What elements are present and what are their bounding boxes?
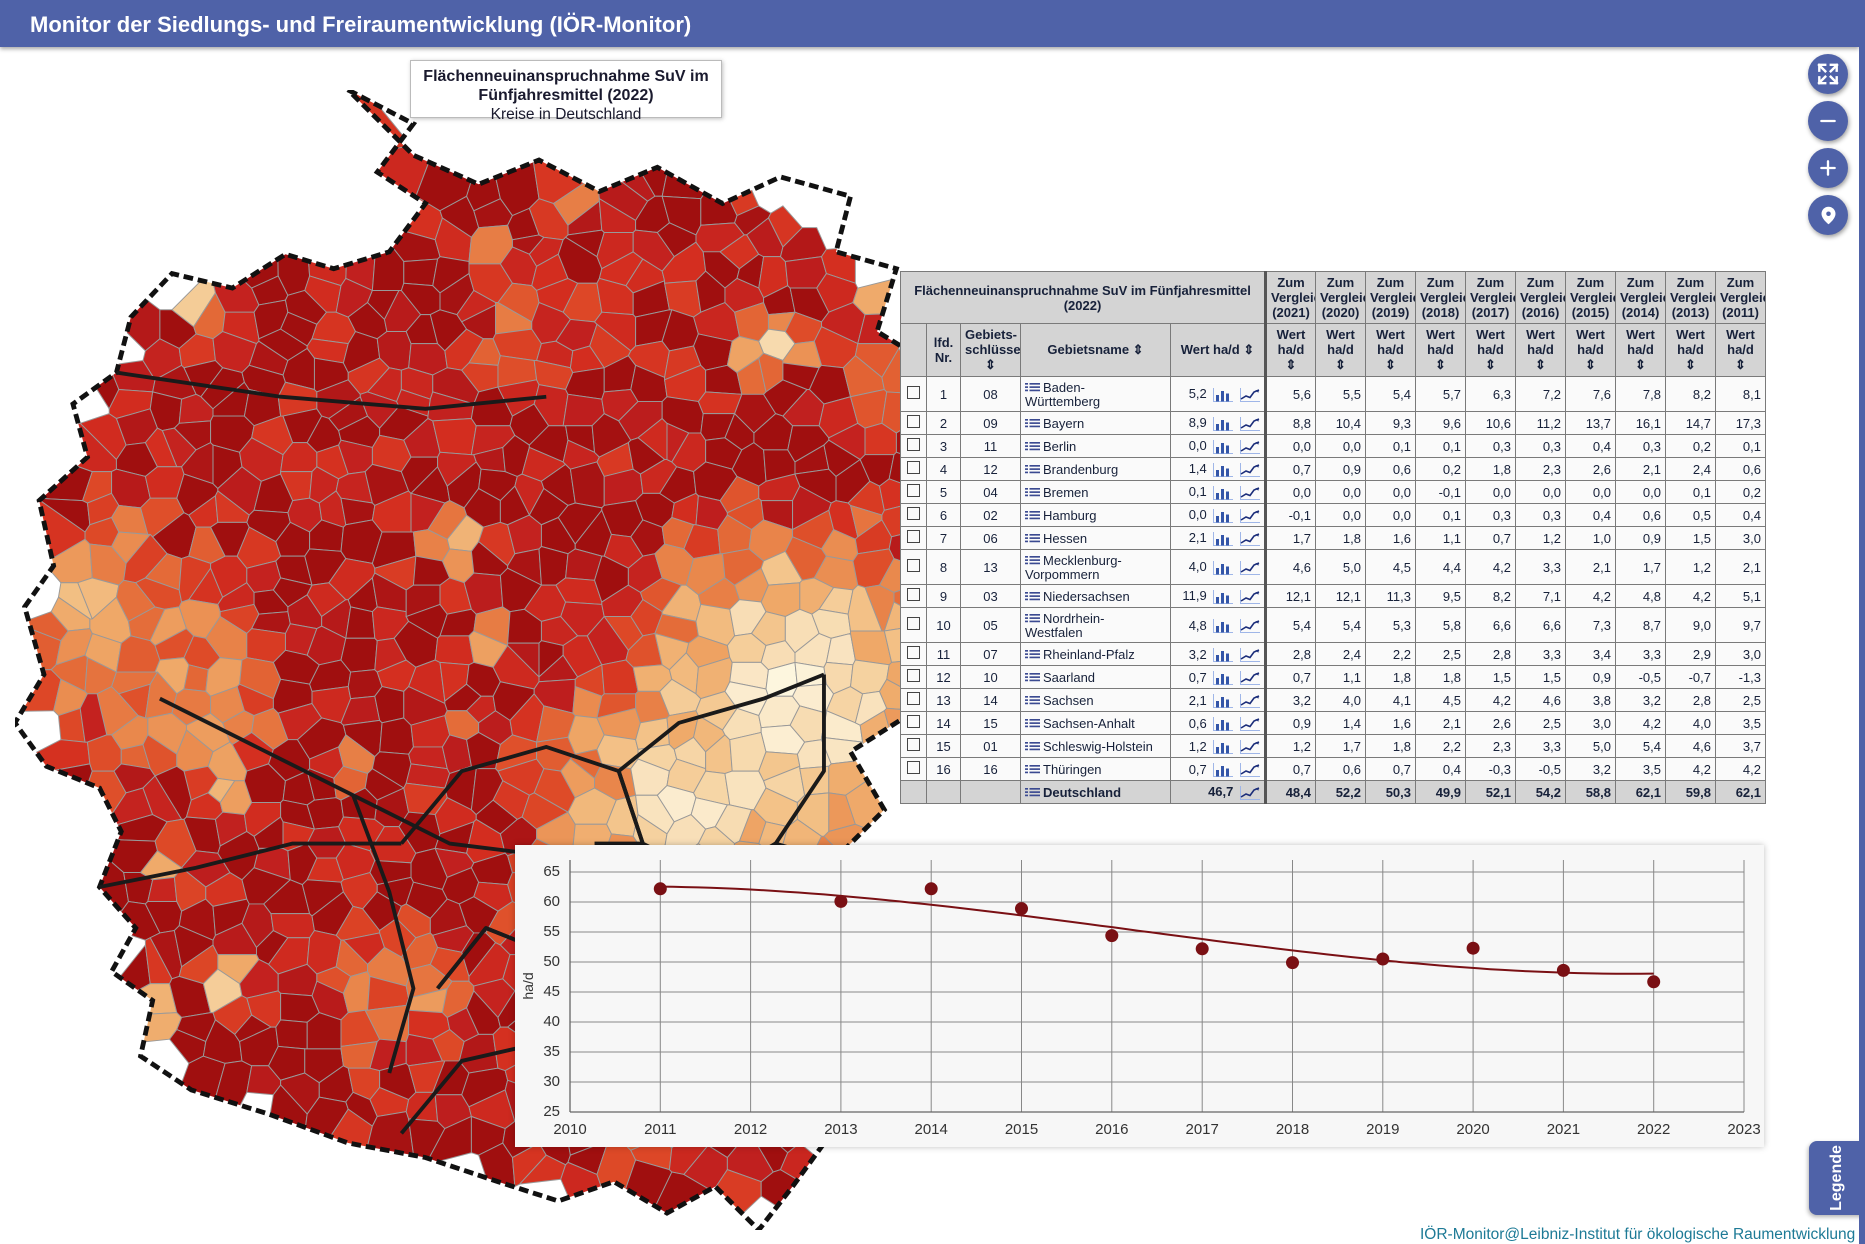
svg-text:55: 55 xyxy=(543,923,560,940)
svg-text:2013: 2013 xyxy=(824,1121,857,1138)
svg-text:2023: 2023 xyxy=(1727,1121,1760,1138)
svg-text:2016: 2016 xyxy=(1095,1121,1128,1138)
svg-text:2022: 2022 xyxy=(1637,1121,1670,1138)
svg-text:2021: 2021 xyxy=(1547,1121,1580,1138)
svg-text:2019: 2019 xyxy=(1366,1121,1399,1138)
svg-text:2014: 2014 xyxy=(915,1121,948,1138)
svg-text:2018: 2018 xyxy=(1276,1121,1309,1138)
svg-text:45: 45 xyxy=(543,983,560,1000)
svg-text:2017: 2017 xyxy=(1186,1121,1219,1138)
svg-text:30: 30 xyxy=(543,1073,560,1090)
svg-text:50: 50 xyxy=(543,953,560,970)
svg-text:2020: 2020 xyxy=(1456,1121,1489,1138)
svg-text:65: 65 xyxy=(543,863,560,880)
svg-text:2012: 2012 xyxy=(734,1121,767,1138)
svg-text:60: 60 xyxy=(543,893,560,910)
svg-text:2010: 2010 xyxy=(553,1121,586,1138)
svg-text:25: 25 xyxy=(543,1103,560,1120)
svg-text:2015: 2015 xyxy=(1005,1121,1038,1138)
svg-text:40: 40 xyxy=(543,1013,560,1030)
svg-text:35: 35 xyxy=(543,1043,560,1060)
svg-text:ha/d: ha/d xyxy=(520,972,536,999)
svg-text:2011: 2011 xyxy=(644,1121,676,1138)
